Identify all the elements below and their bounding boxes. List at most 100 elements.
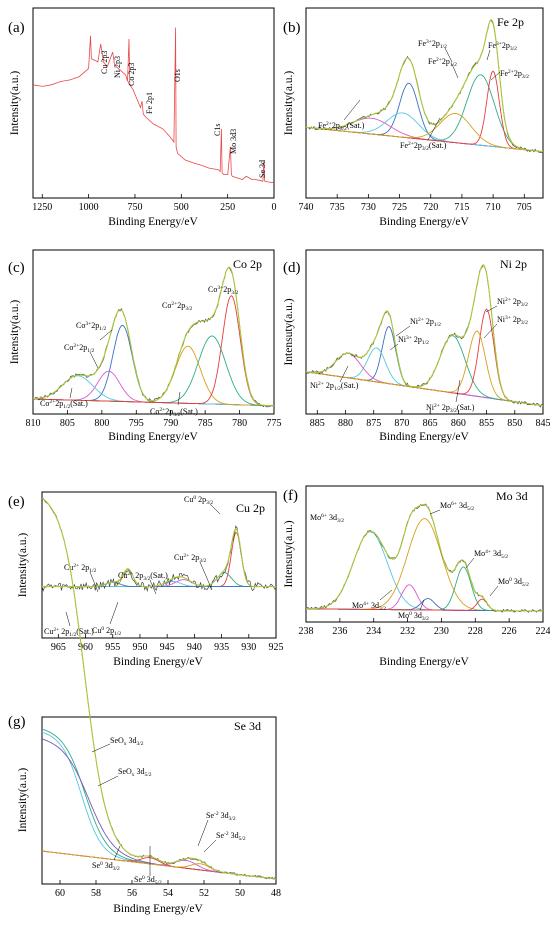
xtick-label: 48 [271,888,281,899]
envelope-line [306,503,543,612]
fit-component-line [305,335,544,407]
ann-cu2p3: Cu 2p3 [100,51,109,74]
ann-cu2-2p12: Cu2+ 2p1/2 [64,563,96,574]
ann-fe2-sat-a: Fe2+2p3/2(Sat.) [318,121,365,132]
panel-d-xticks: 885 880 875 870 865 860 855 850 845 [310,410,550,429]
xtick-label: 58 [91,888,101,899]
fit-component-line [305,113,544,153]
fit-component-line [41,738,277,880]
panel-a-xticks: 1250 1000 750 500 250 0 [32,194,277,213]
xtick-label: 250 [220,202,235,213]
xtick-label: 965 [51,642,66,653]
ann-fe3-2p32: Fe3+2p3/2 [488,41,517,52]
xtick-label: 780 [232,418,247,429]
ann-co2-sat-a: Co2+2p1/2(Sat.) [40,399,88,410]
ann-cu2-sat-a: Cu2+ 2p1/2(Sat.) [44,627,94,638]
xtick-label: 930 [241,642,256,653]
panel-e-frame [41,491,277,639]
ann-co2-2p32: Co2+2p3/2 [162,301,192,312]
xtick-label: 865 [423,418,438,429]
xtick-label: 940 [187,642,202,653]
panel-d-ni2p: (d) Ni 2p Binding Energy/eV Intensuty(a.… [283,249,550,443]
ann-co2-sat-b: Co2+2p3/2(Sat.) [150,407,198,418]
xtick-label: 710 [486,202,501,213]
fit-component-line [33,295,274,407]
xtick-label: 230 [434,626,449,637]
xtick-label: 805 [60,418,75,429]
panel-f-frame [305,485,544,623]
panel-g-series [41,497,277,880]
xtick-label: 875 [366,418,381,429]
panel-f-title: Mo 3d [496,489,528,503]
panel-e-series [41,525,277,593]
panel-g-xlabel: Binding Energy/eV [113,903,203,915]
panel-a-annotations: Cu 2p3 Ni 2p3 Co 2p3 Fe 2p1 O1s C1s Mo 3… [100,51,267,178]
fit-component-line [306,531,543,612]
fit-component-line [305,330,544,407]
ann-cu2-2p32: Cu2+ 2p3/2 [174,553,206,564]
panel-c-annotations: Co3+2p1/2 Co2+2p1/2 Co2+2p3/2 Co3+2p3/2 … [40,285,238,418]
panel-c-xticks: 810 805 800 795 790 785 780 775 [26,410,282,429]
panel-b-series [305,19,544,153]
ann-co3-2p32: Co3+2p3/2 [208,285,238,296]
xtick-label: 860 [451,418,466,429]
fit-component-line [306,518,543,612]
ann-fe2-2p12: Fe2+2p1/2 [428,57,457,68]
ann-se0-3d32: Se0 3d3/2 [92,861,120,872]
xtick-label: 1000 [79,202,99,213]
ann-ni2-2p32: Ni2+ 2p3/2 [497,297,528,308]
ann-ni2-sat-b: Ni2+ 2p3/2(Sat.) [426,403,475,414]
panel-d-series [305,264,544,408]
ann-mo0-3d52: Mo0 3d5/2 [498,577,529,588]
fit-component-line [33,345,274,407]
panel-g-ylabel: Intensity(a.u.) [17,768,29,833]
xtick-label: 715 [454,202,469,213]
ann-fe2-sat-b: Fe2+2p3/2(Sat.) [400,141,447,152]
panel-c-title: Co 2p [233,257,262,271]
xtick-label: 855 [479,418,494,429]
panel-a-survey: (a) Binding Energy/eV Intensity(a.u.) 12… [8,7,277,228]
xtick-label: 810 [26,418,41,429]
xtick-label: 740 [299,202,314,213]
panel-f-annotations: Mo6+ 3d3/2 Mo6+ 3d5/2 Mo4+ 3d5/2 Mo0 3d5… [310,501,529,622]
ann-co3-2p12: Co3+2p1/2 [76,321,106,332]
xtick-label: 750 [127,202,142,213]
panel-a-frame [32,7,275,199]
xtick-label: 50 [235,888,245,899]
panel-e-xticks: 965 960 955 950 945 940 935 930 925 [51,634,284,653]
panel-f-ylabel: Intensuty(a.u.) [283,520,295,587]
xtick-label: 52 [199,888,209,899]
fit-component-line [306,566,543,612]
panel-d-ylabel: Intensuty(a.u.) [283,298,295,365]
xtick-label: 224 [536,626,550,637]
panel-g-label: (g) [8,714,26,730]
panel-b-xlabel: Binding Energy/eV [379,216,469,228]
fit-component-line [305,325,544,407]
panel-e-label: (e) [8,494,25,510]
ann-mo0-3d32: Mo0 3d3/2 [398,611,429,622]
ann-mo3d3: Mo 3d3 [229,129,238,154]
panel-d-frame [305,249,544,415]
panel-f-series [305,503,544,613]
panel-a-ylabel: Intensity(a.u.) [9,71,21,136]
ann-se3d: Se 3d [258,160,267,178]
xtick-label: 238 [299,626,314,637]
raw-data-line [32,267,275,408]
xtick-label: 54 [163,888,173,899]
ann-mo4-3d32: Mo4+ 3d3/2 [352,601,386,612]
envelope-line [42,527,276,588]
panel-b-ylabel: Intensity(a.u.) [283,71,295,136]
raw-data-line [41,525,277,593]
xtick-label: 1250 [32,202,52,213]
panel-a-series [32,27,275,184]
panel-c-co2p: (c) Co 2p Binding Energy/eV Intensity(a.… [8,249,282,443]
xtick-label: 720 [423,202,438,213]
panel-c-series [32,266,275,408]
xtick-label: 0 [272,202,277,213]
panel-b-annotations: Fe3+2p1/2 Fe2+2p1/2 Fe3+2p3/2 Fe2+2p3/2 … [318,39,529,152]
xtick-label: 725 [392,202,407,213]
fit-component-line [306,584,543,612]
xtick-label: 790 [163,418,178,429]
panel-g-title: Se 3d [234,719,261,733]
ann-ni3-2p12: Ni3+ 2p1/2 [398,335,429,346]
